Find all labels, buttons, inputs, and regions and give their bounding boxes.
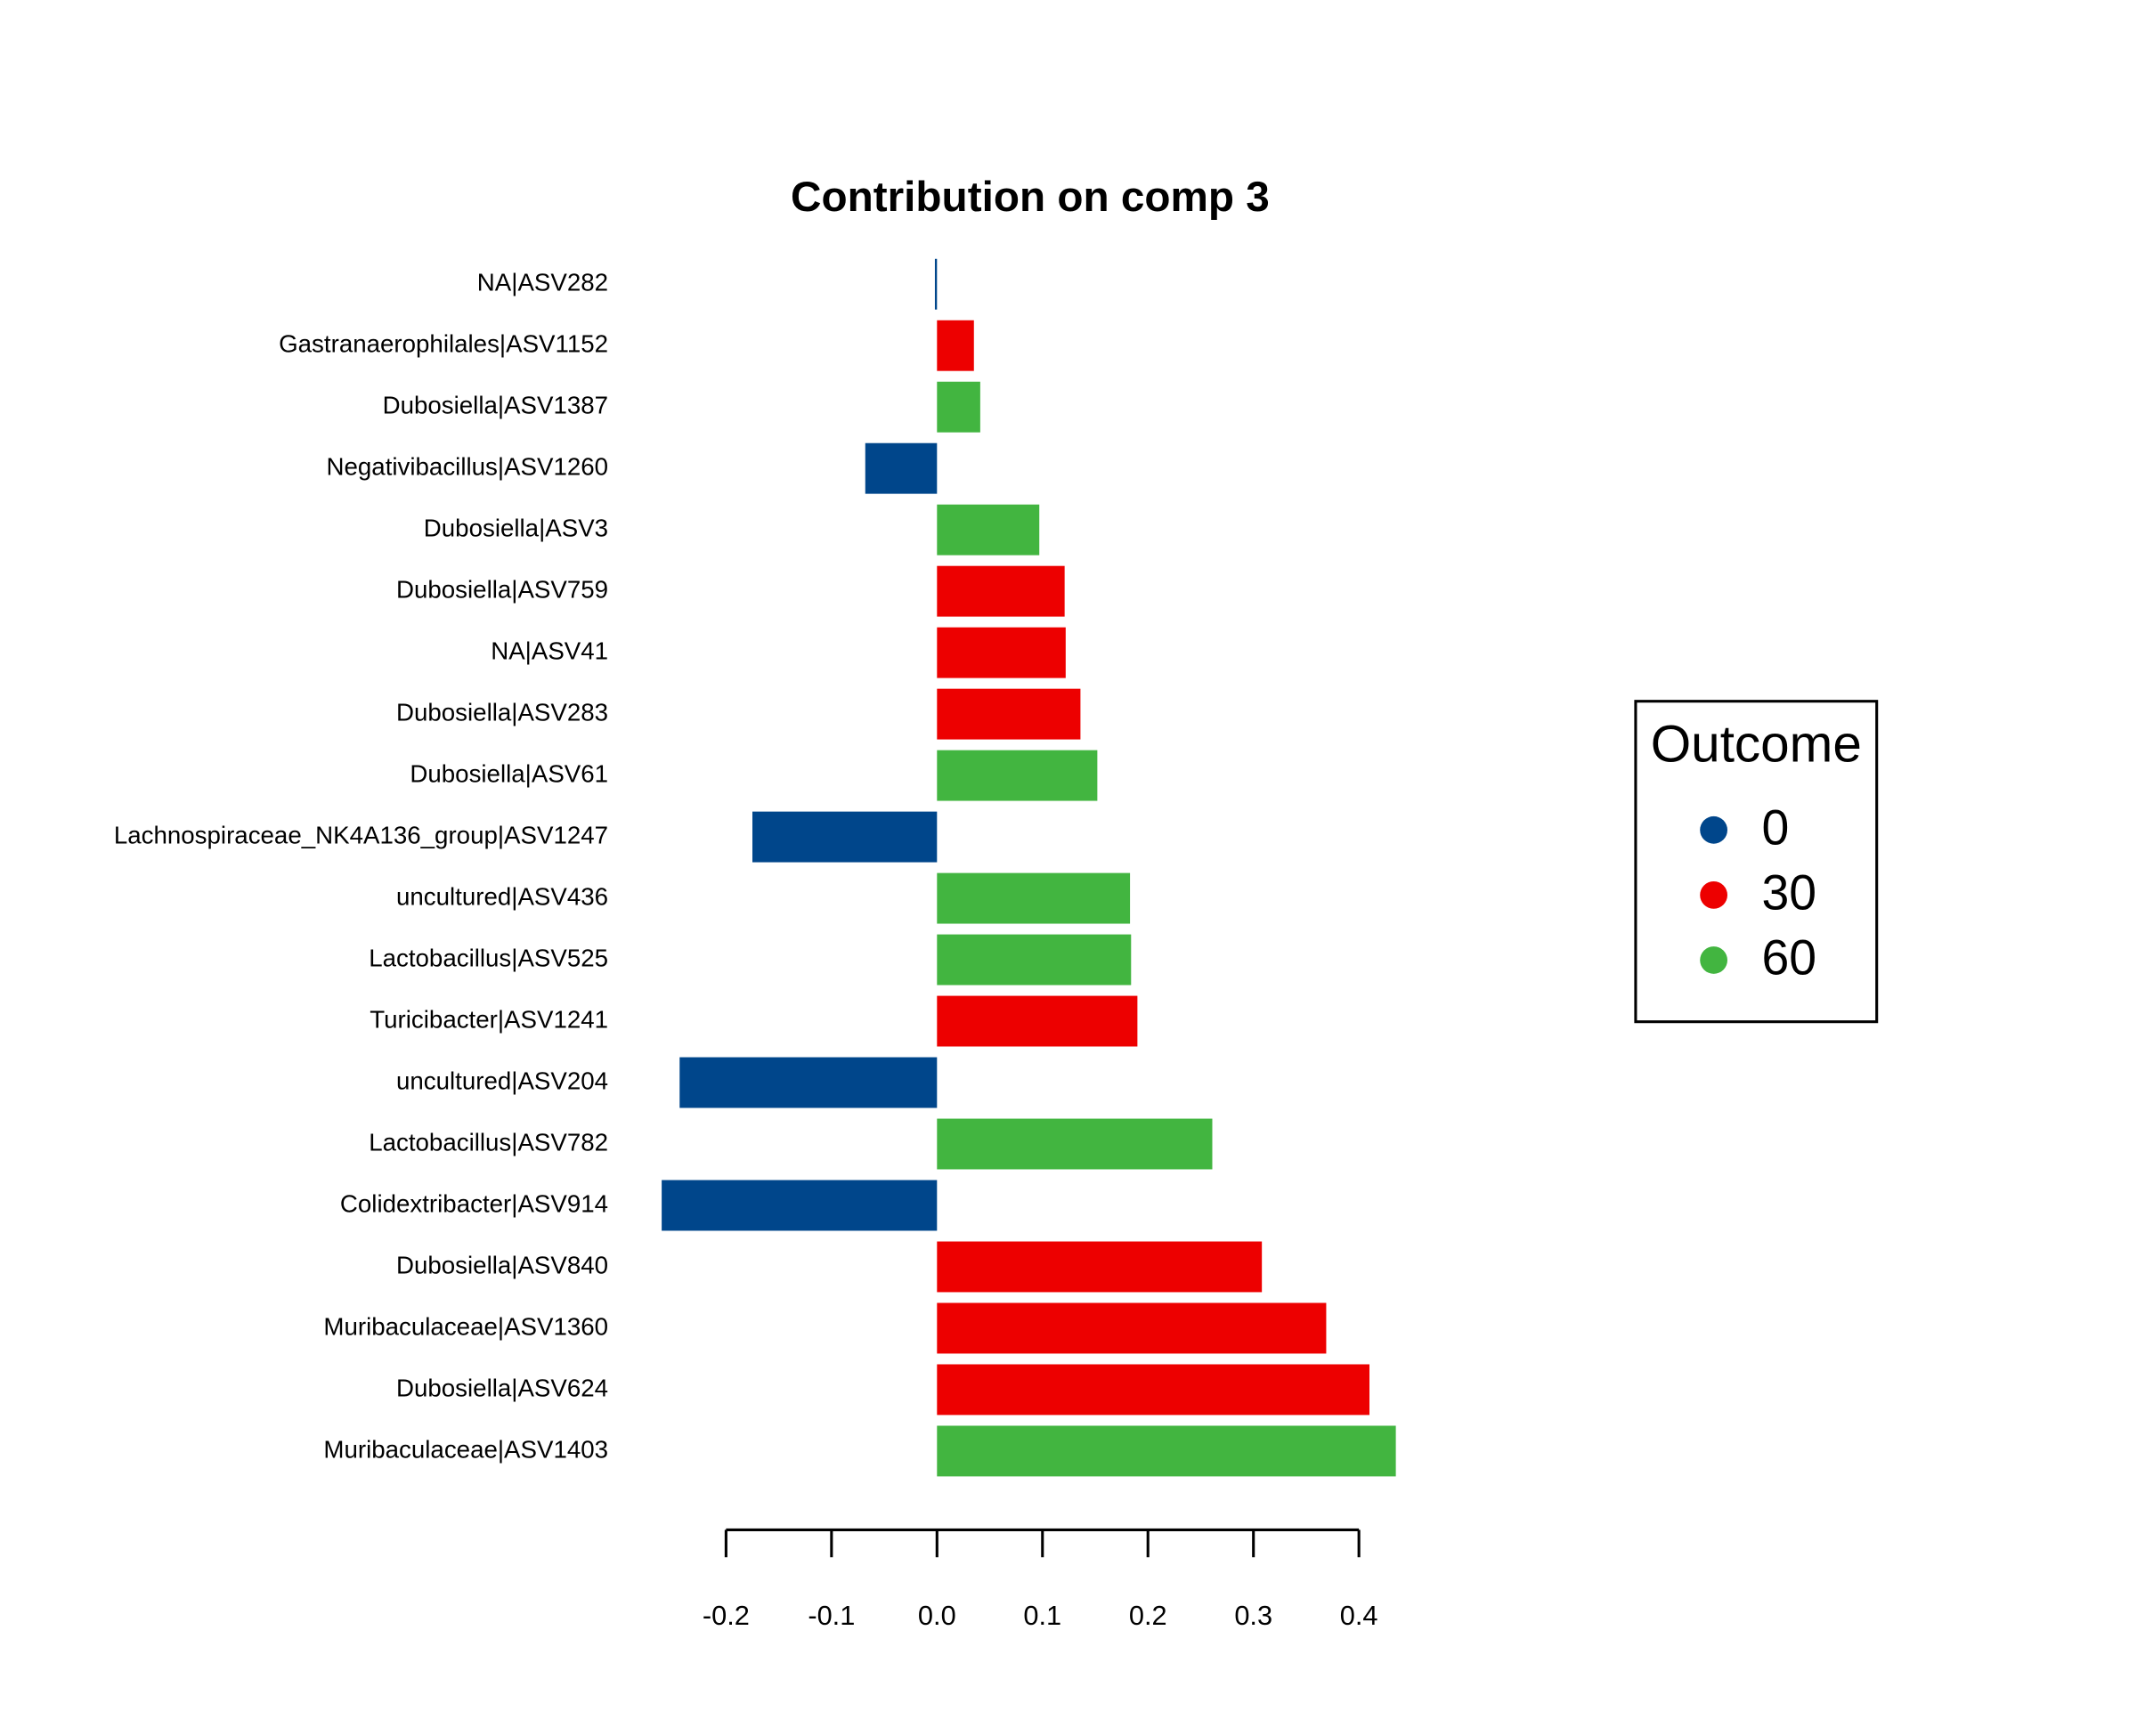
y-tick-label: Dubosiella|ASV3 bbox=[424, 514, 608, 541]
y-tick-label: uncultured|ASV204 bbox=[396, 1067, 608, 1094]
bar bbox=[865, 442, 938, 494]
y-tick-label: Turicibacter|ASV1241 bbox=[370, 1005, 608, 1033]
y-tick-label: Dubosiella|ASV840 bbox=[396, 1251, 608, 1278]
x-tick-label: 0.2 bbox=[1129, 1600, 1167, 1631]
legend-box bbox=[1634, 700, 1879, 1024]
y-tick-label: Dubosiella|ASV759 bbox=[396, 575, 608, 603]
bar bbox=[937, 750, 1098, 801]
bar bbox=[934, 258, 938, 310]
bar bbox=[937, 934, 1132, 986]
bar bbox=[937, 1118, 1213, 1170]
y-tick-label: Lachnospiraceae_NK4A136_group|ASV1247 bbox=[114, 821, 608, 848]
y-tick-label: Negativibacillus|ASV1260 bbox=[327, 452, 609, 480]
legend-marker bbox=[1700, 881, 1727, 909]
y-tick-label: Muribaculaceae|ASV1403 bbox=[323, 1435, 608, 1463]
bar bbox=[937, 504, 1040, 556]
bar bbox=[937, 565, 1065, 617]
y-tick-label: NA|ASV41 bbox=[491, 637, 608, 664]
x-tick-label: 0.3 bbox=[1234, 1600, 1272, 1631]
y-tick-label: Colidextribacter|ASV914 bbox=[340, 1189, 608, 1217]
legend-label: 30 bbox=[1761, 865, 1816, 921]
x-tick-label: 0.0 bbox=[918, 1600, 956, 1631]
y-tick-label: Lactobacillus|ASV782 bbox=[369, 1128, 608, 1156]
y-tick-label: Dubosiella|ASV624 bbox=[396, 1374, 608, 1401]
bar bbox=[937, 1425, 1396, 1477]
chart-title: Contribution on comp 3 bbox=[791, 174, 1270, 221]
y-tick-label: Dubosiella|ASV61 bbox=[410, 759, 608, 787]
y-tick-label: Dubosiella|ASV283 bbox=[396, 698, 608, 726]
bar bbox=[662, 1180, 938, 1231]
y-tick-label: Dubosiella|ASV1387 bbox=[383, 392, 608, 419]
legend-label: 0 bbox=[1761, 799, 1789, 855]
x-tick-label: -0.2 bbox=[703, 1600, 750, 1631]
bar bbox=[937, 320, 974, 371]
legend-marker bbox=[1700, 815, 1727, 844]
x-tick-label: 0.4 bbox=[1340, 1600, 1378, 1631]
bar bbox=[937, 381, 980, 433]
x-tick-label: 0.1 bbox=[1023, 1600, 1061, 1631]
y-tick-label: Lactobacillus|ASV525 bbox=[369, 944, 608, 971]
legend-marker bbox=[1700, 946, 1727, 974]
bar bbox=[937, 1364, 1369, 1416]
y-tick-label: Gastranaerophilales|ASV1152 bbox=[279, 330, 608, 358]
bar bbox=[752, 811, 938, 863]
y-tick-label: NA|ASV282 bbox=[477, 269, 608, 296]
y-tick-label: uncultured|ASV436 bbox=[396, 882, 608, 910]
bar bbox=[937, 688, 1081, 740]
bar bbox=[937, 1302, 1327, 1354]
bar bbox=[937, 627, 1066, 678]
bar bbox=[679, 1057, 938, 1108]
y-tick-label: Muribaculaceae|ASV1360 bbox=[323, 1312, 608, 1340]
x-tick-label: -0.1 bbox=[808, 1600, 855, 1631]
bar bbox=[937, 872, 1131, 924]
bar bbox=[937, 1241, 1263, 1293]
legend-title: Outcome bbox=[1651, 715, 1862, 773]
legend-label: 60 bbox=[1761, 930, 1816, 986]
bar bbox=[937, 995, 1138, 1047]
